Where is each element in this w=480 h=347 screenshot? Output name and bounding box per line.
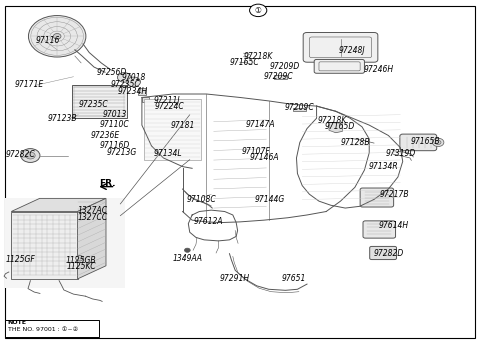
Text: 97209C: 97209C	[285, 103, 314, 112]
Bar	[5, 320, 99, 337]
Bar	[138, 88, 146, 95]
Text: 97234H: 97234H	[117, 87, 147, 96]
Text: 97236E: 97236E	[90, 131, 120, 140]
Circle shape	[435, 140, 441, 144]
Polygon shape	[11, 198, 106, 212]
Text: 97256D: 97256D	[96, 68, 127, 77]
Text: 97116D: 97116D	[99, 141, 130, 150]
Text: 97181: 97181	[170, 121, 195, 130]
Text: 1125GF: 1125GF	[6, 255, 36, 264]
Bar	[72, 85, 127, 118]
Bar	[274, 75, 287, 79]
FancyBboxPatch shape	[360, 188, 394, 207]
Text: 97224C: 97224C	[154, 102, 184, 111]
Bar	[11, 212, 78, 279]
FancyBboxPatch shape	[303, 33, 378, 62]
Text: 97128B: 97128B	[341, 138, 371, 147]
Text: 97134L: 97134L	[154, 149, 182, 158]
Circle shape	[127, 77, 141, 87]
Circle shape	[250, 4, 267, 17]
Text: ①: ①	[255, 6, 262, 15]
Text: 97171E: 97171E	[15, 80, 44, 89]
Circle shape	[118, 73, 131, 82]
Bar	[4, 198, 125, 288]
Text: 97147A: 97147A	[245, 120, 275, 129]
Text: 97218K: 97218K	[318, 116, 347, 125]
Text: 97282D: 97282D	[373, 249, 404, 258]
Circle shape	[53, 34, 61, 39]
Text: FR.: FR.	[99, 179, 115, 188]
Bar	[144, 99, 201, 160]
Text: 97218K: 97218K	[243, 52, 273, 61]
Text: 97319D: 97319D	[385, 149, 416, 158]
FancyBboxPatch shape	[370, 246, 396, 260]
Text: 97248J: 97248J	[338, 46, 365, 55]
Text: 97018: 97018	[121, 73, 146, 82]
Text: NOTE: NOTE	[8, 320, 27, 325]
Text: 97013: 97013	[102, 110, 127, 119]
Bar	[74, 87, 124, 117]
Text: 97110C: 97110C	[100, 120, 130, 129]
FancyBboxPatch shape	[400, 134, 437, 151]
Text: 97209D: 97209D	[269, 62, 300, 71]
Text: 97282C: 97282C	[6, 150, 36, 159]
Circle shape	[76, 255, 84, 261]
Text: 97651: 97651	[281, 274, 306, 283]
Text: 97123B: 97123B	[48, 114, 78, 123]
Circle shape	[28, 16, 86, 57]
Text: 97235C: 97235C	[79, 100, 109, 109]
Text: 97108C: 97108C	[187, 195, 216, 204]
Text: 97614H: 97614H	[379, 221, 409, 230]
Bar	[293, 108, 306, 111]
Text: 97213G: 97213G	[106, 147, 136, 156]
Circle shape	[432, 138, 444, 146]
Text: 97144G: 97144G	[254, 195, 285, 204]
FancyBboxPatch shape	[363, 221, 396, 238]
Polygon shape	[329, 122, 342, 133]
Text: 97209C: 97209C	[264, 71, 293, 81]
Text: 97165B: 97165B	[411, 137, 441, 146]
Text: 97107F: 97107F	[242, 146, 271, 155]
Circle shape	[25, 152, 35, 159]
Text: 97612A: 97612A	[194, 217, 224, 226]
Circle shape	[184, 248, 190, 252]
Text: 1349AA: 1349AA	[172, 254, 203, 263]
Text: 97235C: 97235C	[110, 80, 140, 89]
Text: 97217B: 97217B	[379, 191, 409, 200]
Text: 97116: 97116	[36, 36, 60, 45]
Text: THE NO. 97001 : ①~②: THE NO. 97001 : ①~②	[8, 327, 78, 331]
Polygon shape	[78, 198, 106, 279]
Text: 97134R: 97134R	[369, 162, 398, 171]
Text: 97211J: 97211J	[154, 96, 180, 105]
Circle shape	[21, 149, 40, 162]
Text: 97146A: 97146A	[250, 153, 280, 162]
Text: 1125KC: 1125KC	[66, 262, 96, 271]
Bar	[142, 97, 149, 102]
Text: 97291H: 97291H	[220, 274, 250, 283]
Text: 97165D: 97165D	[324, 122, 355, 131]
Text: 1327AC: 1327AC	[78, 206, 108, 215]
Text: 97165C: 97165C	[230, 58, 260, 67]
Text: 1125GB: 1125GB	[66, 256, 96, 265]
Text: 97246H: 97246H	[364, 65, 394, 74]
Text: 1327CC: 1327CC	[78, 213, 108, 221]
FancyBboxPatch shape	[314, 59, 364, 73]
